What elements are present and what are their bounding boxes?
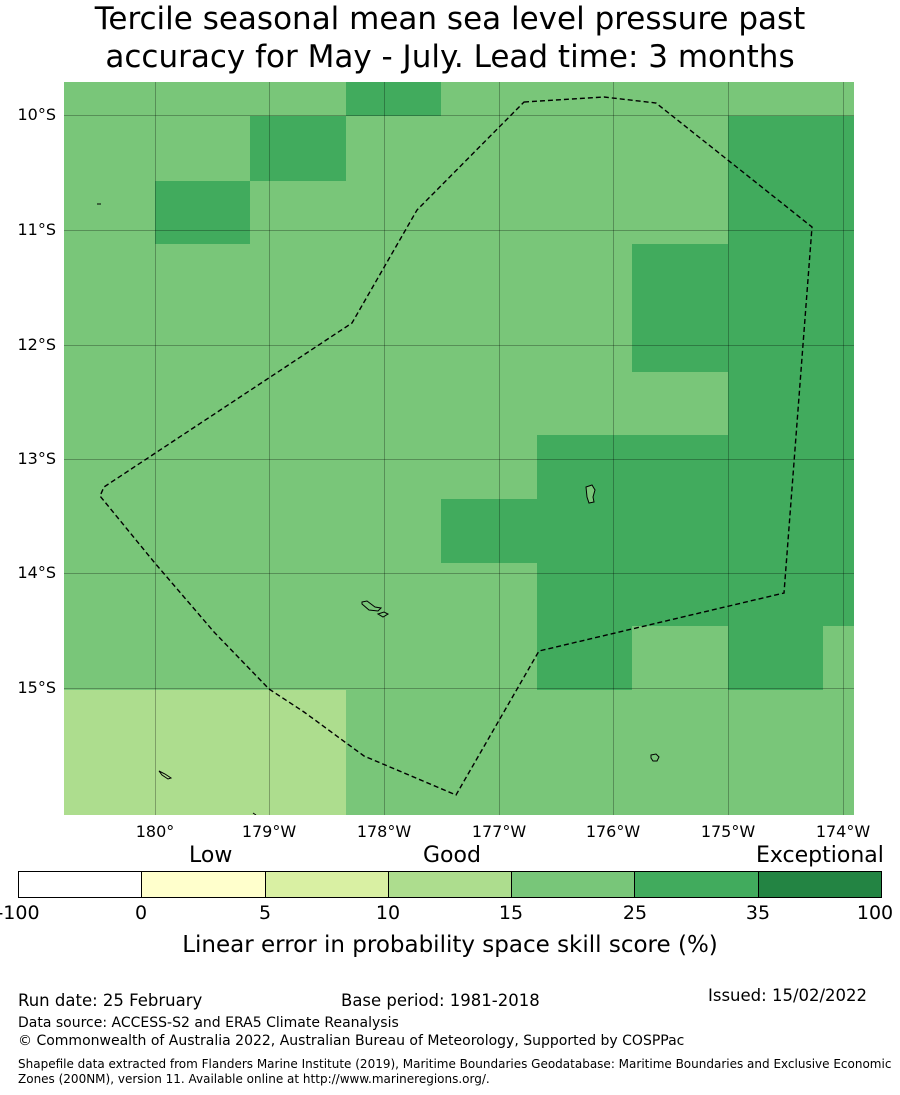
legend-category-good: Good <box>423 843 481 868</box>
skill-map <box>64 82 854 815</box>
skill-cell <box>537 626 632 690</box>
map-overlay <box>97 96 813 815</box>
shapefile-note: Shapefile data extracted from Flanders M… <box>18 1057 892 1086</box>
title-line-1: Tercile seasonal mean sea level pressure… <box>94 1 806 37</box>
colorbar-tick-label: 10 <box>375 902 401 924</box>
lat-label: 10°S <box>17 105 56 124</box>
island-outline <box>252 812 257 815</box>
colorbar-title: Linear error in probability space skill … <box>182 932 718 958</box>
colorbar-tick-label: 0 <box>134 902 148 924</box>
lat-label: 12°S <box>17 335 56 354</box>
lon-label: 174°W <box>815 822 871 841</box>
colorbar-segment <box>19 872 143 897</box>
eez-boundary <box>99 96 813 796</box>
lat-label: 13°S <box>17 449 56 468</box>
gridline <box>155 82 156 815</box>
base-period: Base period: 1981-2018 <box>341 991 540 1010</box>
copyright: © Commonwealth of Australia 2022, Austra… <box>18 1033 685 1049</box>
skill-cell <box>728 116 854 626</box>
gridline <box>64 230 854 231</box>
data-source: Data source: ACCESS-S2 and ERA5 Climate … <box>18 1015 399 1031</box>
lon-label: 177°W <box>471 822 527 841</box>
lon-label: 178°W <box>356 822 412 841</box>
skill-cell <box>537 435 728 626</box>
skill-cell <box>441 499 537 563</box>
lon-label: 180° <box>135 822 175 841</box>
gridline <box>64 459 854 460</box>
gridline <box>613 82 614 815</box>
gridline <box>64 115 854 116</box>
lon-label: 175°W <box>700 822 756 841</box>
island-outline <box>158 770 173 780</box>
gridline <box>843 82 844 815</box>
colorbar-segment <box>265 872 389 897</box>
island-outline <box>361 600 383 612</box>
island-outline <box>650 753 660 762</box>
issued-date: Issued: 15/02/2022 <box>708 986 868 1005</box>
colorbar-tick-label: 15 <box>498 902 524 924</box>
colorbar-segment <box>388 872 513 897</box>
colorbar-tick-label: -100 <box>0 902 40 924</box>
colorbar-segment <box>512 872 636 897</box>
colorbar-tick-label: 25 <box>622 902 648 924</box>
gridline <box>269 82 270 815</box>
gridline <box>64 573 854 574</box>
skill-cell <box>155 181 250 244</box>
gridline <box>728 82 729 815</box>
colorbar-segment <box>635 872 759 897</box>
run-date: Run date: 25 February <box>18 991 203 1010</box>
colorbar-tick-label: 35 <box>745 902 771 924</box>
colorbar-segment <box>142 872 266 897</box>
title-line-2: accuracy for May - July. Lead time: 3 mo… <box>105 39 795 75</box>
skill-cell <box>632 244 728 372</box>
lat-label: 14°S <box>17 563 56 582</box>
skill-cell <box>64 690 346 815</box>
legend-category-low: Low <box>189 843 233 868</box>
lon-label: 176°W <box>585 822 641 841</box>
legend-category-exceptional: Exceptional <box>756 843 884 868</box>
gridline <box>499 82 500 815</box>
colorbar-tick-label: 5 <box>258 902 272 924</box>
lat-label: 15°S <box>17 678 56 697</box>
lon-label: 179°W <box>241 822 297 841</box>
skill-cell <box>346 82 441 116</box>
gridline <box>64 345 854 346</box>
island-outline <box>585 484 596 504</box>
gridline <box>64 688 854 689</box>
colorbar-segment <box>758 872 881 897</box>
colorbar-tick-label: 100 <box>856 902 894 924</box>
lat-label: 11°S <box>17 220 56 239</box>
gridline <box>384 82 385 815</box>
skill-cell <box>728 626 823 690</box>
colorbar <box>18 871 882 898</box>
map-title: Tercile seasonal mean sea level pressure… <box>0 0 900 76</box>
island-outline <box>376 611 390 618</box>
skill-cell <box>250 116 346 181</box>
